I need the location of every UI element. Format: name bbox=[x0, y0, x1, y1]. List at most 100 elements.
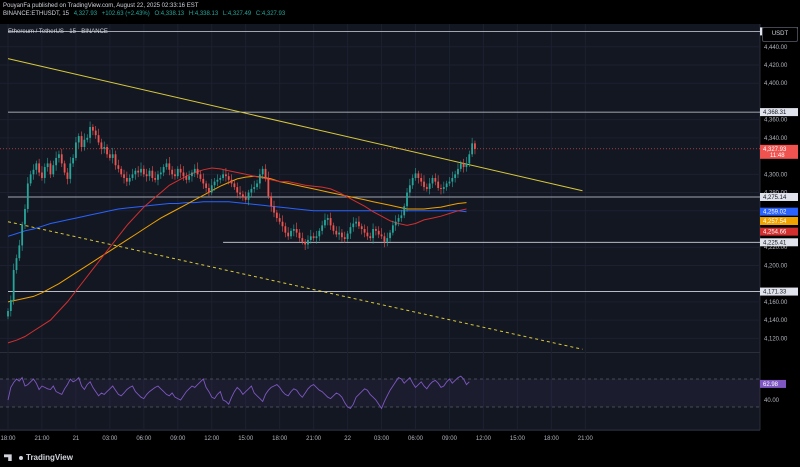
time-tick-label: 21:00 bbox=[578, 436, 594, 442]
time-tick-label: 15:00 bbox=[238, 436, 254, 442]
candle-body bbox=[120, 168, 123, 175]
symbol-label: BINANCE:ETHUSDT, 15 bbox=[3, 11, 70, 17]
level-tag bbox=[760, 238, 798, 247]
candle-body bbox=[145, 174, 148, 177]
candle-body bbox=[468, 154, 471, 164]
candle-body bbox=[369, 236, 372, 239]
candle-body bbox=[298, 232, 301, 239]
candle-body bbox=[75, 142, 77, 158]
time-tick-label: 09:00 bbox=[170, 436, 186, 442]
candle-body bbox=[256, 183, 258, 188]
price-axis bbox=[760, 24, 800, 358]
candle-body bbox=[394, 221, 397, 226]
candle-body bbox=[287, 232, 290, 237]
time-tick-label: 12:00 bbox=[204, 436, 220, 442]
candle-body bbox=[253, 187, 256, 189]
level-tag bbox=[760, 192, 798, 201]
trendline bbox=[7, 221, 583, 350]
time-tick-label: 12:00 bbox=[476, 436, 492, 442]
candle-body bbox=[281, 221, 284, 227]
candle-body bbox=[397, 218, 400, 222]
candle-body bbox=[80, 136, 83, 147]
candle-body bbox=[431, 177, 434, 184]
candle-body bbox=[77, 136, 80, 143]
candle-body bbox=[380, 234, 383, 237]
candle-body bbox=[270, 196, 273, 207]
candle-body bbox=[324, 219, 326, 226]
candle-body bbox=[100, 142, 103, 149]
time-tick-label: 03:00 bbox=[374, 436, 390, 442]
rsi-pane[interactable] bbox=[0, 352, 760, 431]
candle-body bbox=[403, 206, 406, 216]
candle-body bbox=[400, 215, 403, 219]
level-tag-label: 4,275.14 bbox=[763, 195, 787, 201]
candle-body bbox=[137, 170, 140, 173]
currency-unit-button[interactable]: USDT bbox=[762, 27, 798, 42]
candle-body bbox=[97, 135, 100, 143]
candle-body bbox=[383, 236, 386, 242]
candle-body bbox=[55, 157, 58, 166]
ohlc-open: O:4,338.13 bbox=[154, 11, 185, 17]
candle-body bbox=[58, 154, 60, 158]
time-tick-label: 06:00 bbox=[136, 436, 152, 442]
candle-body bbox=[261, 168, 264, 175]
level-tag bbox=[760, 287, 798, 296]
level-tag-label: 4,225.41 bbox=[763, 240, 787, 246]
candle-body bbox=[386, 238, 389, 242]
candle-body bbox=[233, 183, 236, 188]
candle-body bbox=[174, 174, 176, 177]
candle-body bbox=[9, 300, 12, 311]
level-tag-label: 4,368.31 bbox=[763, 110, 787, 116]
candle-body bbox=[442, 187, 445, 189]
trendline bbox=[7, 58, 583, 192]
candle-body bbox=[185, 176, 188, 180]
candle-body bbox=[43, 167, 46, 178]
time-tick-label: 18:00 bbox=[544, 436, 560, 442]
candle-body bbox=[343, 237, 346, 240]
candle-body bbox=[114, 154, 117, 166]
candle-body bbox=[428, 183, 431, 189]
rsi-axis bbox=[760, 352, 800, 434]
candle-body bbox=[29, 174, 32, 184]
candle-body bbox=[193, 168, 196, 173]
candle-body bbox=[273, 206, 275, 213]
candle-body bbox=[366, 232, 369, 237]
candle-body bbox=[375, 229, 377, 231]
candle-body bbox=[230, 179, 233, 184]
candle-body bbox=[123, 174, 125, 178]
time-tick-label: 15:00 bbox=[510, 436, 526, 442]
chart-title: Ethereum / TetherUS · 15 · BINANCE bbox=[8, 29, 108, 35]
candle-body bbox=[131, 174, 134, 178]
candle-body bbox=[199, 174, 202, 179]
candle-body bbox=[63, 163, 66, 173]
time-tick-label: 21 bbox=[73, 436, 80, 442]
candle-body bbox=[134, 170, 137, 175]
candle-body bbox=[49, 163, 52, 175]
candle-body bbox=[459, 163, 462, 169]
price-tick-label: 4,200.00 bbox=[764, 263, 788, 269]
candle-body bbox=[275, 212, 278, 219]
candle-body bbox=[41, 172, 43, 178]
candle-body bbox=[250, 188, 253, 193]
candle-body bbox=[437, 181, 440, 188]
candle-body bbox=[26, 183, 29, 209]
price-tag-label: 4,254.66 bbox=[763, 230, 787, 236]
candle-body bbox=[66, 172, 69, 179]
candle-body bbox=[358, 221, 360, 227]
candle-body bbox=[213, 181, 216, 186]
candle-body bbox=[414, 173, 417, 178]
candle-body bbox=[106, 147, 108, 155]
candle-body bbox=[69, 163, 72, 179]
ma-red-line bbox=[7, 167, 467, 344]
tradingview-dot-icon bbox=[19, 455, 23, 460]
candle-body bbox=[151, 170, 154, 178]
candle-body bbox=[72, 157, 74, 164]
candle-body bbox=[352, 223, 355, 228]
candle-body bbox=[408, 185, 411, 193]
candle-body bbox=[425, 187, 428, 189]
price-tag bbox=[760, 227, 798, 236]
price-tick-label: 4,160.00 bbox=[764, 300, 788, 306]
candle-body bbox=[191, 172, 193, 177]
tradingview-mark-icon bbox=[4, 454, 12, 462]
